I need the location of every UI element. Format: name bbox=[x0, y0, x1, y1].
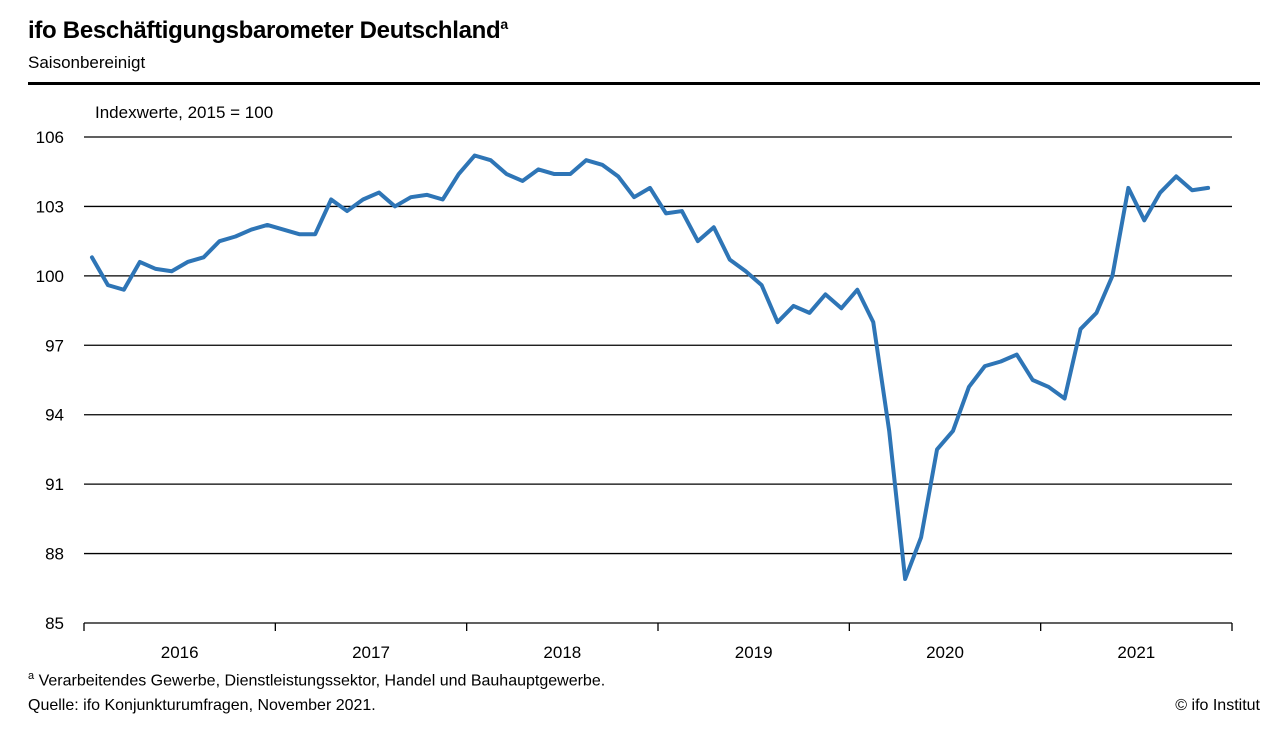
y-tick-label: 94 bbox=[45, 406, 64, 425]
y-tick-label: 91 bbox=[45, 475, 64, 494]
x-tick-label: 2021 bbox=[1117, 643, 1155, 662]
x-tick-label: 2020 bbox=[926, 643, 964, 662]
x-tick-label: 2018 bbox=[543, 643, 581, 662]
y-tick-label: 88 bbox=[45, 545, 64, 564]
copyright: © ifo Institut bbox=[1175, 697, 1260, 714]
x-tick-label: 2017 bbox=[352, 643, 390, 662]
y-tick-label: 85 bbox=[45, 614, 64, 633]
y-axis-label: Indexwerte, 2015 = 100 bbox=[95, 103, 274, 122]
title-rule bbox=[28, 82, 1260, 85]
y-tick-label: 103 bbox=[36, 197, 64, 216]
series-line bbox=[89, 153, 1211, 582]
chart-subtitle: Saisonbereinigt bbox=[28, 53, 146, 72]
source-note: Quelle: ifo Konjunkturumfragen, November… bbox=[28, 697, 376, 714]
x-tick-label: 2019 bbox=[735, 643, 773, 662]
y-tick-label: 100 bbox=[36, 267, 64, 286]
y-tick-label: 97 bbox=[45, 336, 64, 355]
footnote: a Verarbeitendes Gewerbe, Dienstleistung… bbox=[28, 670, 606, 690]
y-tick-label: 106 bbox=[36, 128, 64, 147]
x-tick-label: 2016 bbox=[161, 643, 199, 662]
chart-title: ifo Beschäftigungsbarometer Deutschlanda bbox=[28, 16, 508, 44]
